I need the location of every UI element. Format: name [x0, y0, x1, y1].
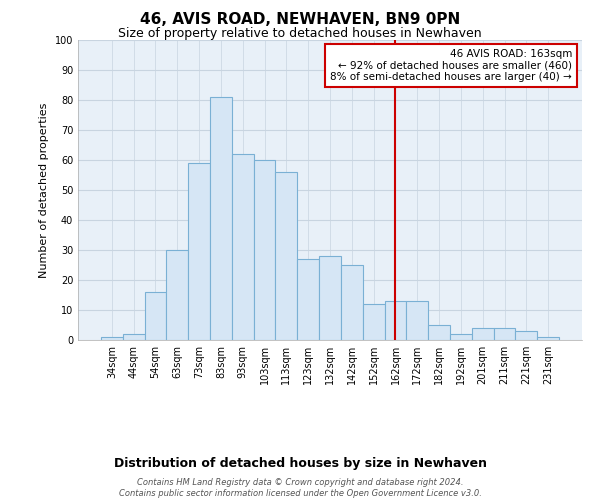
- Bar: [297, 259, 319, 340]
- Bar: [166, 250, 188, 340]
- Bar: [101, 337, 123, 340]
- Bar: [210, 97, 232, 340]
- Bar: [450, 334, 472, 340]
- Text: Size of property relative to detached houses in Newhaven: Size of property relative to detached ho…: [118, 28, 482, 40]
- Bar: [275, 172, 297, 340]
- Y-axis label: Number of detached properties: Number of detached properties: [39, 102, 49, 278]
- Bar: [341, 265, 363, 340]
- Bar: [319, 256, 341, 340]
- Text: Contains HM Land Registry data © Crown copyright and database right 2024.
Contai: Contains HM Land Registry data © Crown c…: [119, 478, 481, 498]
- Bar: [145, 292, 166, 340]
- Bar: [472, 328, 494, 340]
- Bar: [494, 328, 515, 340]
- Bar: [406, 301, 428, 340]
- Text: 46, AVIS ROAD, NEWHAVEN, BN9 0PN: 46, AVIS ROAD, NEWHAVEN, BN9 0PN: [140, 12, 460, 28]
- Bar: [515, 331, 537, 340]
- Text: Distribution of detached houses by size in Newhaven: Distribution of detached houses by size …: [113, 458, 487, 470]
- Bar: [254, 160, 275, 340]
- Bar: [123, 334, 145, 340]
- Bar: [428, 325, 450, 340]
- Bar: [385, 301, 406, 340]
- Bar: [188, 163, 210, 340]
- Text: 46 AVIS ROAD: 163sqm
← 92% of detached houses are smaller (460)
8% of semi-detac: 46 AVIS ROAD: 163sqm ← 92% of detached h…: [330, 49, 572, 82]
- Bar: [537, 337, 559, 340]
- Bar: [363, 304, 385, 340]
- Bar: [232, 154, 254, 340]
